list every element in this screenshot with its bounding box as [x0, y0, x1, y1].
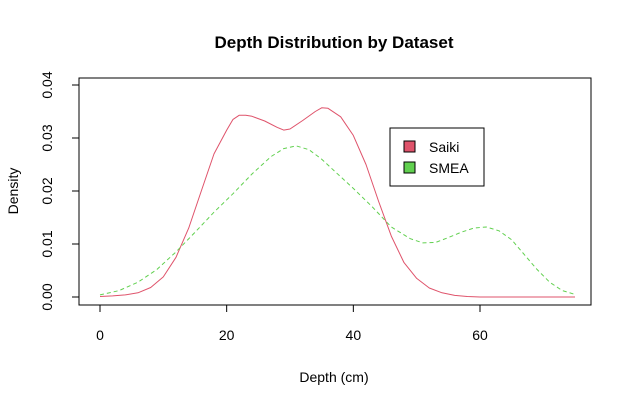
x-tick-label: 60 [472, 327, 488, 343]
y-tick-label: 0.03 [39, 124, 55, 151]
y-tick-label: 0.02 [39, 177, 55, 204]
plot-border [78, 77, 592, 306]
legend: Saiki SMEA [389, 127, 485, 187]
series-line-smea [99, 145, 576, 296]
x-axis-label: Depth (cm) [299, 369, 368, 385]
x-tick-label: 20 [219, 327, 235, 343]
y-tick-label: 0.01 [39, 230, 55, 257]
y-tick-label: 0.00 [39, 283, 55, 310]
series-line-saiki [99, 107, 575, 298]
legend-label-smea: SMEA [429, 160, 469, 176]
legend-label-saiki: Saiki [429, 139, 459, 155]
legend-box [389, 127, 485, 187]
x-tick-label: 0 [96, 327, 104, 343]
x-tick-label: 40 [346, 327, 362, 343]
x-axis: 0 20 40 60 [96, 304, 488, 343]
series-layer [99, 107, 576, 298]
legend-swatch-saiki [403, 140, 416, 153]
legend-swatch-smea [403, 161, 416, 174]
y-tick-label: 0.04 [39, 71, 55, 98]
chart-title: Depth Distribution by Dataset [215, 33, 454, 52]
series-saiki [99, 107, 575, 298]
y-axis: 0.00 0.01 0.02 0.03 0.04 [39, 71, 80, 311]
series-smea [99, 145, 576, 296]
y-axis-label: Density [5, 168, 21, 215]
